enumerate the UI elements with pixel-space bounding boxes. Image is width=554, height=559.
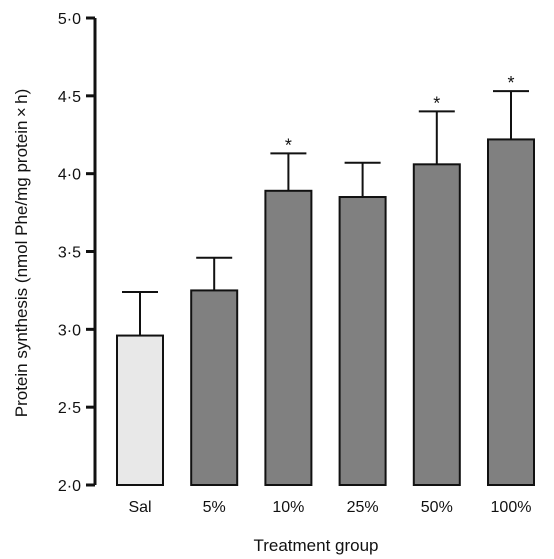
y-tick-label-3: 3·5: [58, 245, 81, 262]
y-axis-title: Protein synthesis (nmol Phe/mg protein ×…: [12, 89, 31, 418]
significance-layer: * * *: [285, 73, 515, 155]
bar-50pct: [412, 163, 461, 486]
significance-marker-50pct: *: [433, 93, 440, 113]
significance-marker-10pct: *: [285, 135, 292, 155]
x-tick-label-sal: Sal: [128, 499, 151, 516]
x-tick-labels-layer: Sal 5% 10% 25% 50% 100%: [128, 499, 531, 516]
bar-100pct: [487, 138, 535, 486]
y-tick-label-4: 4·0: [58, 167, 81, 184]
y-tick-label-2: 3·0: [58, 322, 81, 339]
error-bars-layer: [122, 90, 529, 336]
significance-marker-100pct: *: [507, 73, 514, 93]
x-tick-label-25pct: 25%: [347, 499, 379, 516]
x-tick-label-10pct: 10%: [272, 499, 304, 516]
bar-5pct: [190, 289, 239, 486]
bars-layer: [116, 138, 535, 486]
y-ticks-layer: 2·0 2·5 3·0 3·5 4·0 4·5 5·0: [58, 11, 95, 495]
y-tick-label-1: 2·5: [58, 400, 81, 417]
bar-25pct: [338, 196, 387, 486]
bar-10pct: [264, 189, 313, 486]
x-tick-label-5pct: 5%: [203, 499, 226, 516]
y-tick-label-5: 4·5: [58, 89, 81, 106]
x-tick-label-100pct: 100%: [491, 499, 532, 516]
y-tick-label-6: 5·0: [58, 11, 81, 28]
bar-sal: [116, 334, 164, 486]
x-axis-title: Treatment group: [253, 536, 378, 555]
y-tick-label-0: 2·0: [58, 478, 81, 495]
x-tick-label-50pct: 50%: [421, 499, 453, 516]
